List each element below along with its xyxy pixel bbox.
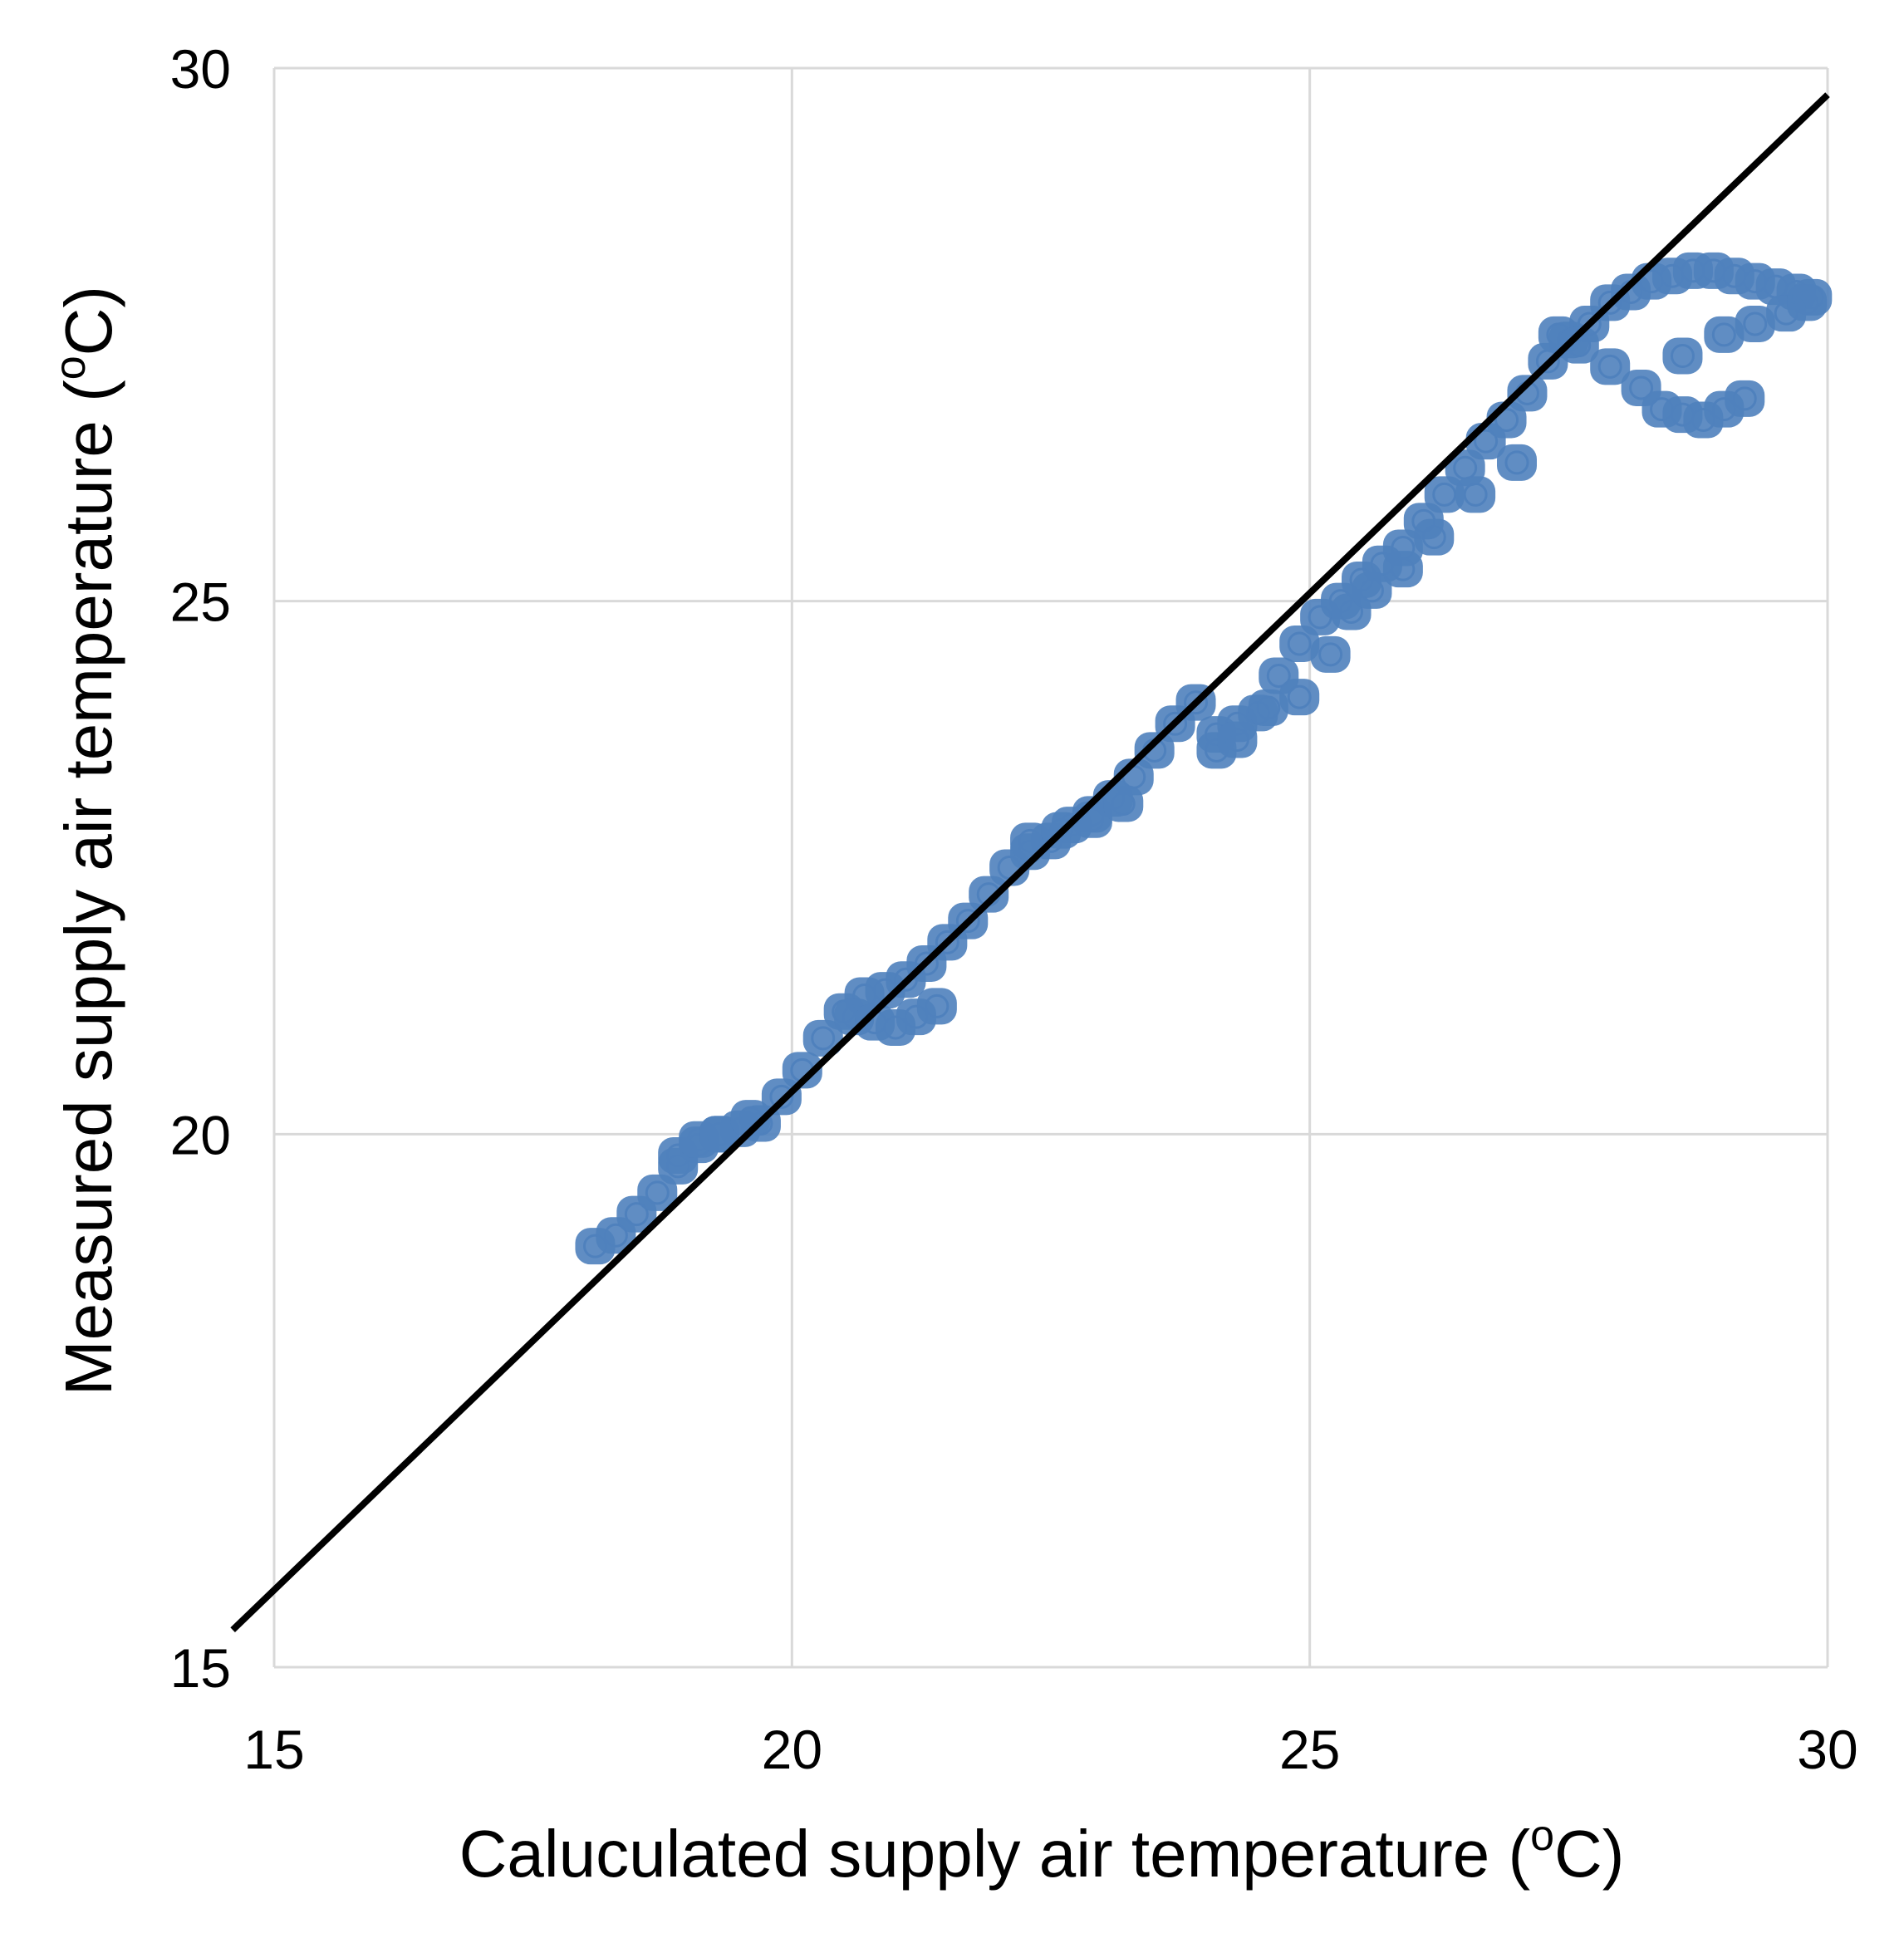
x-axis-title-main: Caluculated supply air temperature (: [459, 1817, 1531, 1891]
data-point-cluster: [1787, 284, 1828, 321]
data-point-cluster: [1507, 375, 1548, 412]
y-axis-title-degree: o: [47, 356, 95, 380]
data-point-cluster: [1590, 348, 1631, 385]
data-point-cluster: [969, 876, 1009, 913]
data-point-cluster: [1662, 337, 1703, 375]
data-point-cluster: [1725, 380, 1765, 417]
y-axis-title-end: C): [52, 286, 125, 356]
y-axis-title: Measured supply air temperature (oC): [47, 286, 125, 1396]
data-point-cluster: [802, 1019, 843, 1057]
data-point-cluster: [1621, 370, 1661, 406]
y-axis-title-main: Measured supply air temperature (: [52, 380, 125, 1396]
data-point-cluster: [637, 1174, 678, 1211]
data-point-cluster: [1424, 476, 1465, 513]
tick-labels: 15 20 25 30 15 20 25 30: [170, 38, 1858, 1780]
data-point-cluster: [699, 1116, 740, 1153]
data-point-cluster: [1558, 326, 1599, 364]
x-tick-label: 15: [243, 1719, 304, 1780]
x-axis-title-degree: o: [1530, 1812, 1554, 1860]
data-point-cluster: [1455, 476, 1496, 513]
data-point-cluster: [782, 1052, 822, 1089]
data-point-cluster: [1217, 721, 1258, 758]
data-point-cluster: [730, 1100, 771, 1137]
x-tick-label: 30: [1797, 1719, 1857, 1780]
data-point-cluster: [1352, 572, 1392, 609]
y-tick-label: 20: [170, 1104, 231, 1165]
gridlines: [272, 66, 1829, 1669]
data-point-cluster: [1497, 444, 1537, 481]
data-point-cluster: [1103, 785, 1144, 822]
data-point-cluster: [1735, 306, 1775, 342]
x-axis-title-end: C): [1554, 1817, 1624, 1891]
data-point-cluster: [1279, 626, 1320, 662]
data-point-cluster: [1279, 679, 1320, 716]
data-point-cluster: [916, 988, 957, 1025]
x-tick-label: 25: [1279, 1719, 1340, 1780]
data-point-cluster: [1414, 518, 1455, 556]
data-point-cluster: [1310, 635, 1351, 673]
y-tick-label: 30: [170, 38, 231, 100]
data-points: [575, 252, 1833, 1265]
data-point-cluster: [1704, 316, 1745, 353]
data-point-cluster: [1248, 689, 1288, 726]
y-tick-label: 25: [170, 572, 231, 633]
one-to-one-reference-line: [230, 92, 1830, 1632]
y-tick-label: 15: [170, 1637, 231, 1699]
data-point-cluster: [1382, 551, 1423, 588]
x-axis-title: Caluculated supply air temperature (oC): [459, 1812, 1625, 1891]
data-point-cluster: [1134, 732, 1175, 769]
reference-line-layer: [230, 92, 1830, 1632]
x-tick-label: 20: [762, 1719, 822, 1780]
